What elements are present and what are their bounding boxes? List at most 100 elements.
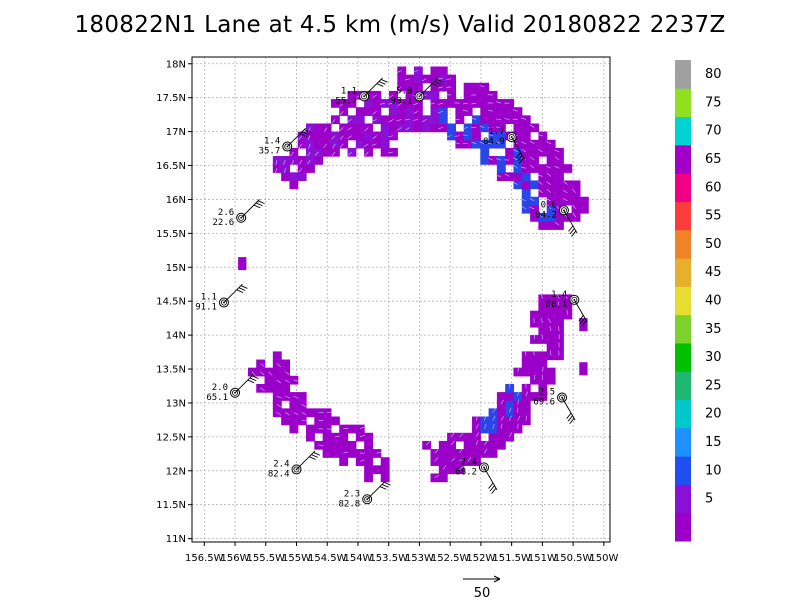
wind-speed-cell <box>297 156 307 165</box>
wind-speed-cell <box>530 367 539 377</box>
station-label-top: 1.1 <box>201 293 217 303</box>
wind-barb <box>509 432 513 438</box>
lon-tick-label: 152.5W <box>431 553 470 564</box>
station-label-bottom: 55.7 <box>335 96 357 106</box>
wind-speed-cell <box>438 457 448 466</box>
wind-speed-cell <box>447 457 457 466</box>
colorbar-swatch <box>675 399 691 429</box>
station-label-top: 2.3 <box>344 489 360 499</box>
wind-speed-cell <box>364 465 374 475</box>
wind-speed-cell <box>538 383 548 393</box>
wind-speed-cell <box>397 66 407 76</box>
wind-speed-cell <box>297 164 307 173</box>
wind-barb <box>404 78 410 81</box>
station-label-top: 5.9 <box>396 86 412 96</box>
wind-speed-cell <box>521 351 531 361</box>
wind-speed-cell <box>480 416 490 426</box>
wind-barb <box>521 205 527 210</box>
wind-speed-cell <box>438 107 448 116</box>
wind-speed-cell <box>546 164 556 173</box>
station-barb-flag <box>251 375 259 380</box>
wind-barb <box>521 157 527 161</box>
wind-speed-cell <box>413 99 423 108</box>
wind-speed-cell <box>455 457 465 466</box>
wind-barb <box>339 127 344 132</box>
wind-speed-cell <box>538 326 548 336</box>
wind-speed-cell <box>389 107 398 116</box>
wind-speed-cell <box>306 147 315 157</box>
wind-speed-cell <box>530 392 539 401</box>
wind-speed-cell <box>455 449 465 458</box>
colorbar-swatch <box>675 173 691 202</box>
lat-tick-label: 12N <box>166 466 186 477</box>
wind-barb <box>562 190 568 193</box>
wind-speed-cell <box>579 362 588 376</box>
wind-barb <box>508 383 511 389</box>
station-barb-staff <box>296 450 316 470</box>
wind-speed-cell <box>505 400 515 409</box>
wind-speed-cell <box>571 196 581 206</box>
station-barb-staff <box>563 210 578 234</box>
wind-speed-cell <box>322 440 332 450</box>
colorbar-swatch <box>675 144 691 174</box>
wind-barb <box>446 78 452 81</box>
wind-speed-cell <box>447 74 457 84</box>
wind-speed-cell <box>306 139 315 149</box>
wind-speed-cell <box>430 123 440 133</box>
wind-barb <box>504 173 510 177</box>
station-label-bottom: 86.1 <box>546 300 568 310</box>
wind-speed-cell <box>314 147 324 157</box>
lat-tick-label: 12.5N <box>156 432 186 443</box>
wind-speed-cell <box>463 139 473 149</box>
wind-speed-cell <box>546 213 556 222</box>
wind-speed-cell <box>538 147 548 157</box>
station-label-top: 2.6 <box>218 208 234 218</box>
wind-speed-cell <box>322 131 332 141</box>
wind-speed-cell <box>355 139 365 149</box>
wind-barb <box>540 318 543 324</box>
wind-speed-cell <box>554 318 564 328</box>
station-circle-inner <box>238 214 245 221</box>
wind-speed-cell <box>430 473 440 483</box>
wind-barb <box>397 127 402 131</box>
wind-speed-cell <box>496 139 506 149</box>
wind-speed-cell <box>521 156 531 165</box>
wind-speed-cell <box>538 335 548 344</box>
wind-speed-cell <box>554 343 564 352</box>
wind-speed-cell <box>513 139 523 149</box>
lon-tick-label: 150W <box>589 553 618 564</box>
wind-speed-cell <box>521 383 531 393</box>
wind-speed-cell <box>496 131 506 141</box>
wind-speed-cell <box>546 351 556 361</box>
wind-barb <box>462 134 468 137</box>
wind-speed-cell <box>330 440 340 450</box>
wind-barb <box>541 334 543 340</box>
wind-speed-cell <box>397 99 407 108</box>
wind-speed-cell <box>347 90 357 100</box>
wind-speed-cell <box>488 115 498 125</box>
wind-speed-cell <box>554 302 564 312</box>
wind-speed-cell <box>314 123 324 133</box>
wind-speed-cell <box>496 164 506 173</box>
wind-barb <box>364 127 369 132</box>
wind-barb <box>558 350 560 356</box>
wind-barb <box>521 149 527 153</box>
wind-speed-cell <box>563 302 573 312</box>
colorbar-swatch <box>675 484 691 514</box>
wind-barb <box>363 143 369 148</box>
wind-barb <box>512 109 518 112</box>
wind-barb <box>496 101 502 104</box>
wind-barb <box>517 366 520 372</box>
station-label-bottom: 91.1 <box>195 303 217 313</box>
wind-speed-cell <box>447 131 457 141</box>
wind-barb <box>413 119 419 121</box>
wind-speed-cell <box>438 66 448 76</box>
wind-speed-cell <box>455 131 465 141</box>
wind-speed-cell <box>554 188 564 198</box>
wind-barb <box>293 395 299 399</box>
wind-barb <box>307 135 311 141</box>
wind-speed-cell <box>281 156 291 165</box>
wind-speed-cell <box>530 180 539 190</box>
wind-speed-cell <box>546 196 556 206</box>
wind-speed-cell <box>463 123 473 133</box>
